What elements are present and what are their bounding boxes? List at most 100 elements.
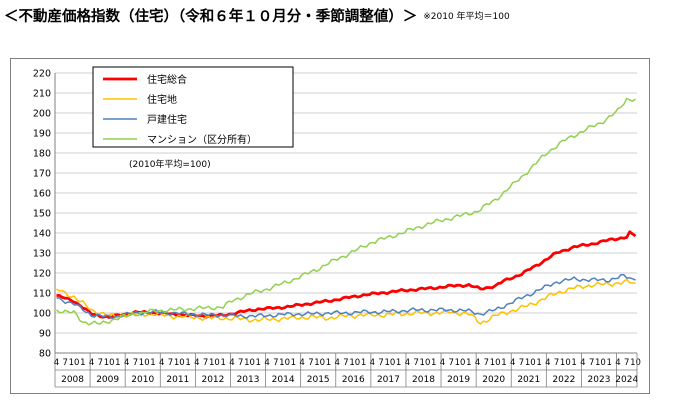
month-tick-label: 7 [308, 358, 313, 368]
legend-label: 住宅総合 [147, 73, 187, 86]
month-tick-label: 10 [349, 358, 360, 368]
month-tick-label: 4 [405, 358, 410, 368]
month-tick-label: 4 [475, 358, 480, 368]
month-tick-label: 4 [510, 358, 515, 368]
year-label: 2024 [615, 375, 638, 385]
year-label: 2022 [552, 375, 575, 385]
month-tick-label: 10 [384, 358, 395, 368]
y-tick-label: 210 [33, 89, 51, 100]
month-tick-label: 1 [326, 358, 331, 368]
month-tick-label: 10 [209, 358, 220, 368]
month-tick-label: 7 [63, 358, 68, 368]
y-tick-label: 140 [33, 229, 51, 240]
base-year-annotation: (2010年平均=100) [129, 158, 211, 170]
month-tick-label: 1 [256, 358, 261, 368]
month-tick-label: 4 [159, 358, 164, 368]
series-line [56, 273, 636, 320]
y-tick-label: 110 [33, 289, 51, 300]
year-label: 2011 [166, 375, 189, 385]
month-tick-label: 7 [168, 358, 173, 368]
y-tick-label: 220 [33, 69, 51, 80]
legend-label: マンション（区分所有） [147, 133, 257, 146]
series-lines [55, 97, 637, 326]
month-tick-label: 1 [536, 358, 541, 368]
year-label: 2015 [307, 375, 330, 385]
month-tick-label: 7 [98, 358, 103, 368]
year-label: 2010 [131, 375, 154, 385]
year-label: 2016 [342, 375, 365, 385]
series-line [56, 278, 636, 325]
page-heading: ＜不動産価格指数（住宅）（令和６年１０月分・季節調整値）＞ ※2010 年平均＝1… [4, 5, 510, 27]
month-tick-label: 1 [220, 358, 225, 368]
month-tick-label: 7 [133, 358, 138, 368]
month-tick-label: 4 [299, 358, 304, 368]
y-tick-label: 160 [33, 189, 51, 200]
year-label: 2018 [412, 375, 435, 385]
legend-label: 住宅地 [147, 93, 177, 106]
month-tick-label: 4 [264, 358, 269, 368]
month-tick-label: 4 [545, 358, 550, 368]
y-tick-label: 150 [33, 209, 51, 220]
month-tick-label: 1 [396, 358, 401, 368]
axes: 8090100110120130140150160170180190200210… [33, 69, 641, 388]
month-tick-label: 1 [291, 358, 296, 368]
month-tick-label: 4 [124, 358, 129, 368]
month-tick-label: 4 [580, 358, 585, 368]
month-tick-label: 4 [194, 358, 199, 368]
year-label: 2009 [96, 375, 119, 385]
month-tick-label: 10 [279, 358, 290, 368]
month-tick-label: 1 [185, 358, 190, 368]
chart-frame: 80 90 100 110 120 130 140 150 160 170 180 190 200 210… [10, 58, 650, 394]
year-label: 2008 [61, 375, 84, 385]
year-label: 2020 [482, 375, 505, 385]
month-tick-label: 10 [455, 358, 466, 368]
month-tick-label: 1 [571, 358, 576, 368]
base-year-note: ※2010 年平均＝100 [423, 12, 510, 22]
month-tick-label: 10 [420, 358, 431, 368]
month-tick-label: 7 [343, 358, 348, 368]
month-tick-label: 4 [440, 358, 445, 368]
price-index-chart: 8090100110120130140150160170180190200210… [33, 66, 641, 388]
month-tick-label: 10 [595, 358, 606, 368]
month-tick-label: 7 [273, 358, 278, 368]
month-tick-label: 10 [139, 358, 150, 368]
month-tick-label: 7 [484, 358, 489, 368]
y-tick-label: 120 [33, 269, 51, 280]
page-title: ＜不動産価格指数（住宅）（令和６年１０月分・季節調整値）＞ [4, 9, 418, 25]
month-tick-label: 7 [624, 358, 629, 368]
month-tick-label: 4 [370, 358, 375, 368]
month-tick-label: 10 [244, 358, 255, 368]
month-tick-label: 1 [607, 358, 612, 368]
month-tick-label: 4 [615, 358, 620, 368]
month-tick-label: 4 [54, 358, 59, 368]
year-label: 2017 [377, 375, 400, 385]
y-tick-label: 170 [33, 169, 51, 180]
series-line [56, 230, 637, 319]
year-label: 2023 [588, 375, 611, 385]
month-tick-label: 7 [589, 358, 594, 368]
y-tick-label: 130 [33, 249, 51, 260]
series-line [55, 97, 636, 326]
year-label: 2013 [237, 375, 260, 385]
year-label: 2019 [447, 375, 470, 385]
month-tick-label: 7 [203, 358, 208, 368]
y-tick-label: 80 [39, 349, 51, 360]
y-tick-label: 180 [33, 149, 51, 160]
month-tick-label: 7 [519, 358, 524, 368]
month-tick-label: 4 [335, 358, 340, 368]
month-tick-label: 1 [431, 358, 436, 368]
year-label: 2012 [201, 375, 224, 385]
month-tick-label: 1 [361, 358, 366, 368]
month-tick-label: 1 [466, 358, 471, 368]
y-tick-label: 100 [33, 309, 51, 320]
month-tick-label: 10 [490, 358, 501, 368]
month-tick-label: 7 [238, 358, 243, 368]
month-tick-label: 10 [174, 358, 185, 368]
y-tick-label: 200 [33, 109, 51, 120]
month-tick-label: 10 [314, 358, 325, 368]
month-tick-label: 7 [378, 358, 383, 368]
year-label: 2021 [517, 375, 540, 385]
month-tick-label: 10 [104, 358, 115, 368]
month-tick-label: 7 [449, 358, 454, 368]
month-tick-label: 1 [80, 358, 85, 368]
